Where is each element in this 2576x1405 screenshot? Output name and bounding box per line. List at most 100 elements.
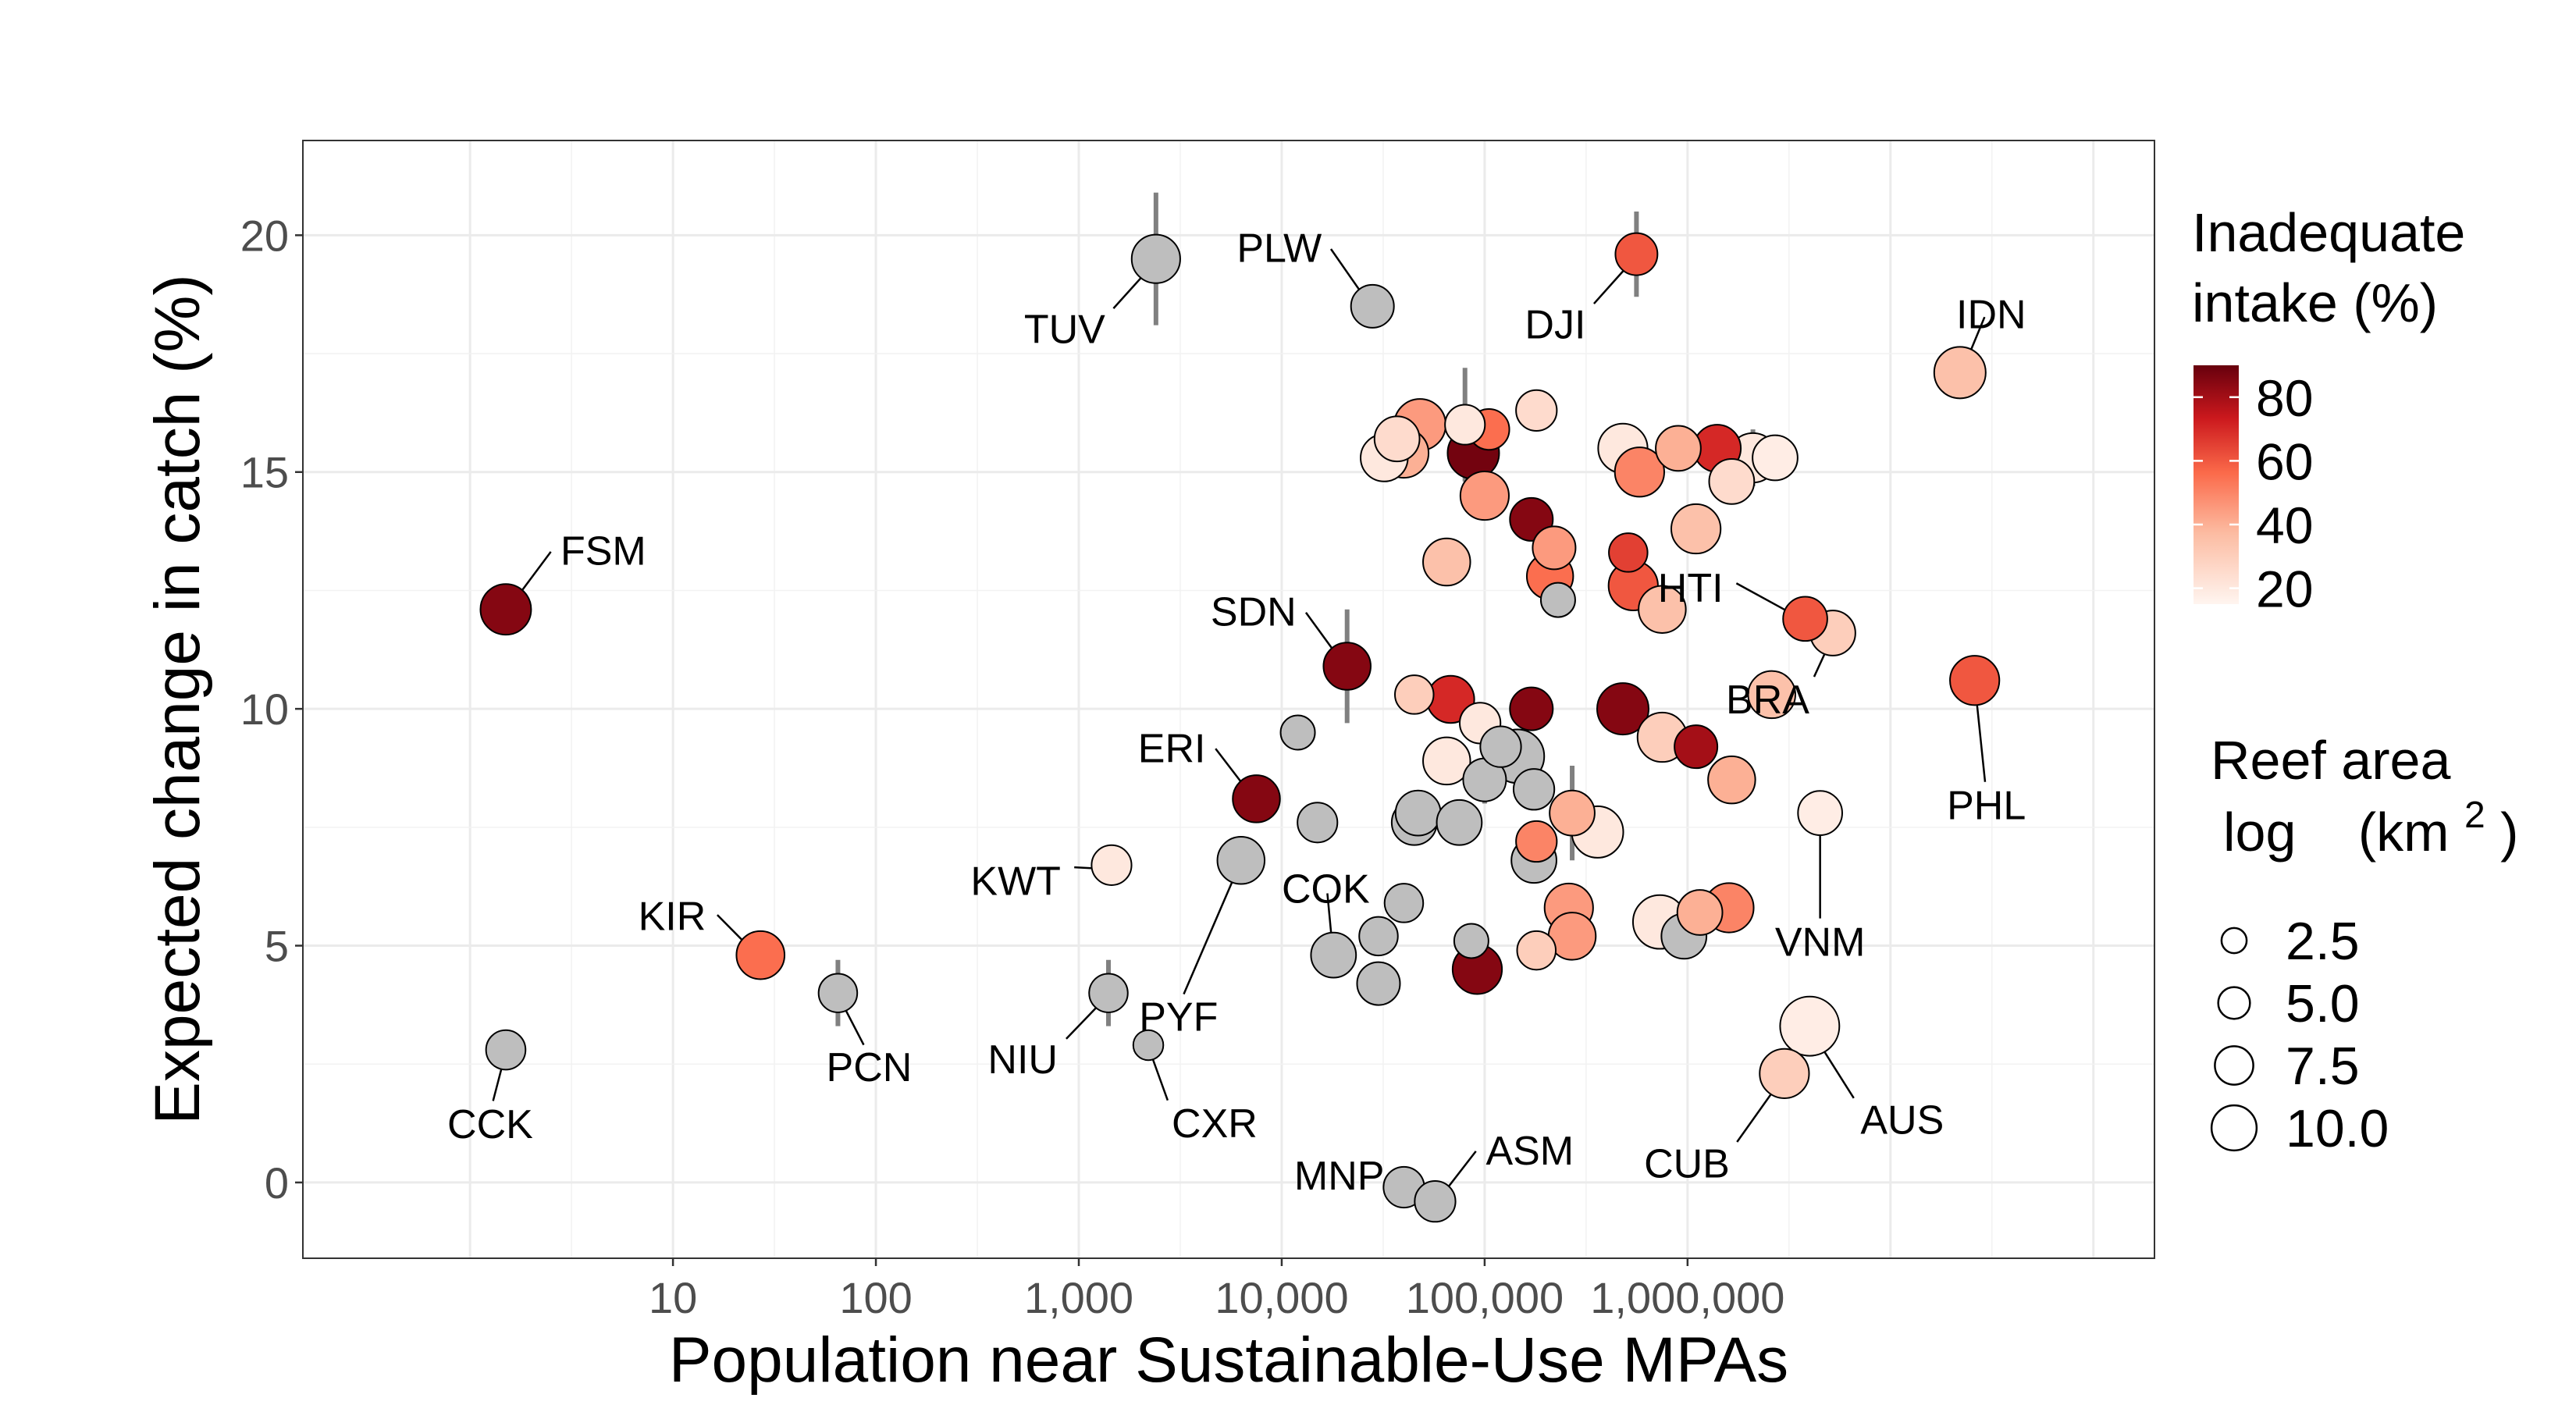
point-kwt (1091, 844, 1133, 886)
point-label-pcn: PCN (827, 1045, 913, 1090)
y-axis-ticks: 0 5 10 15 20 (240, 211, 303, 1208)
data-point (1509, 686, 1554, 731)
point-label-eri: ERI (1138, 726, 1206, 771)
data-point (1383, 883, 1425, 923)
size-legend-label: 7.5 (2286, 1037, 2360, 1096)
data-points (479, 232, 2001, 1223)
data-point (1515, 389, 1558, 432)
plot-panel (303, 140, 2154, 1258)
data-point (1638, 585, 1687, 634)
size-legend-title-close: ) (2500, 802, 2518, 863)
point-cok (1310, 931, 1357, 979)
point-pcn (817, 973, 859, 1013)
data-point (1608, 532, 1649, 573)
data-point (1614, 446, 1665, 498)
point-kir (735, 930, 786, 980)
point-cck (485, 1029, 527, 1071)
plot-border (302, 140, 2155, 1259)
color-legend-title-line2: intake (%) (2192, 272, 2438, 333)
data-point (1516, 930, 1557, 971)
point-eri (1232, 774, 1281, 823)
data-point (1752, 434, 1799, 482)
size-legend-circle (2214, 1045, 2254, 1086)
data-point (1422, 537, 1471, 587)
data-point (1373, 415, 1421, 463)
color-bar (2194, 365, 2239, 604)
size-legend-title-log: log (2223, 802, 2296, 863)
color-bar-tick-label: 40 (2256, 496, 2313, 554)
y-tick-label: 5 (265, 922, 289, 971)
label-leader (1735, 582, 1794, 615)
data-point (1596, 682, 1649, 736)
point-label-tuv: TUV (1024, 308, 1105, 353)
point-label-plw: PLW (1236, 226, 1322, 271)
y-tick-label: 20 (240, 211, 289, 260)
size-legend-circle (2220, 927, 2248, 955)
point-label-bra: BRA (1726, 678, 1809, 723)
point-label-asm: ASM (1485, 1129, 1574, 1174)
data-point (1358, 916, 1399, 957)
label-leader (1736, 1085, 1778, 1143)
point-label-idn: IDN (1956, 292, 2026, 337)
point-hti (1782, 596, 1828, 642)
point-label-cok: COK (1282, 867, 1370, 912)
size-legend-title-sup: 2 (2464, 795, 2485, 836)
point-label-pyf: PYF (1139, 994, 1218, 1040)
point-sdn (1322, 642, 1372, 691)
data-point (1655, 425, 1702, 472)
point-label-kwt: KWT (970, 859, 1061, 904)
size-legend-title-line1: Reef area (2211, 730, 2450, 791)
data-point (1549, 789, 1596, 837)
x-tick-label: 1,000,000 (1590, 1273, 1784, 1322)
size-legend-title-line2: log (km 2 ) (2223, 778, 2518, 863)
color-bar-tick-label: 60 (2256, 432, 2313, 490)
color-legend-title-line1: Inadequate (2192, 202, 2465, 263)
size-legend-label: 5.0 (2286, 974, 2360, 1033)
point-idn (1933, 346, 1987, 400)
data-point (1279, 714, 1316, 751)
point-fsm (479, 583, 532, 636)
size-legend-label: 10.0 (2286, 1099, 2389, 1158)
data-point (1512, 768, 1556, 811)
data-point (1394, 789, 1442, 837)
data-point (1479, 725, 1522, 768)
data-point (1707, 755, 1756, 805)
data-point (1436, 799, 1483, 846)
x-axis-ticks: 10 100 1,000 10,000 100,000 1,000,000 (649, 1258, 1784, 1322)
x-tick-label: 100,000 (1406, 1273, 1564, 1322)
point-cxr (1132, 1029, 1165, 1062)
label-leader (1150, 1053, 1169, 1101)
point-label-niu: NIU (987, 1037, 1058, 1083)
size-legend-keys: 2.55.07.510.0 (2210, 912, 2389, 1158)
data-point (1674, 724, 1719, 770)
point-cub (1759, 1048, 1810, 1099)
point-label-cub: CUB (1644, 1141, 1730, 1186)
point-niu (1088, 973, 1129, 1013)
point-label-hti: HTI (1658, 566, 1724, 611)
point-label-fsm: FSM (560, 529, 646, 574)
data-point (1297, 802, 1339, 844)
point-tuv (1130, 233, 1181, 284)
point-label-dji: DJI (1525, 303, 1585, 348)
data-point (1515, 820, 1558, 863)
point-dji (1614, 232, 1659, 276)
y-axis-title: Expected change in catch (%) (142, 274, 213, 1124)
size-legend-circle (2210, 1104, 2258, 1152)
point-label-mnp: MNP (1294, 1154, 1385, 1199)
point-pyf (1216, 836, 1266, 885)
point-label-cck: CCK (447, 1102, 533, 1147)
data-point (1453, 923, 1489, 959)
data-point (1532, 525, 1577, 571)
point-label-kir: KIR (639, 895, 706, 940)
y-tick-label: 10 (240, 685, 289, 734)
data-point (1670, 503, 1722, 555)
data-point (1356, 961, 1401, 1006)
point-label-phl: PHL (1947, 784, 2026, 829)
point-labels: FSM CCK KIR PCN NIU CXR KWT TUV PLW DJI IDN SDN ERI P… (447, 226, 2026, 1199)
data-point (1444, 404, 1486, 446)
x-tick-label: 1,000 (1024, 1273, 1133, 1322)
data-point (1394, 674, 1435, 715)
